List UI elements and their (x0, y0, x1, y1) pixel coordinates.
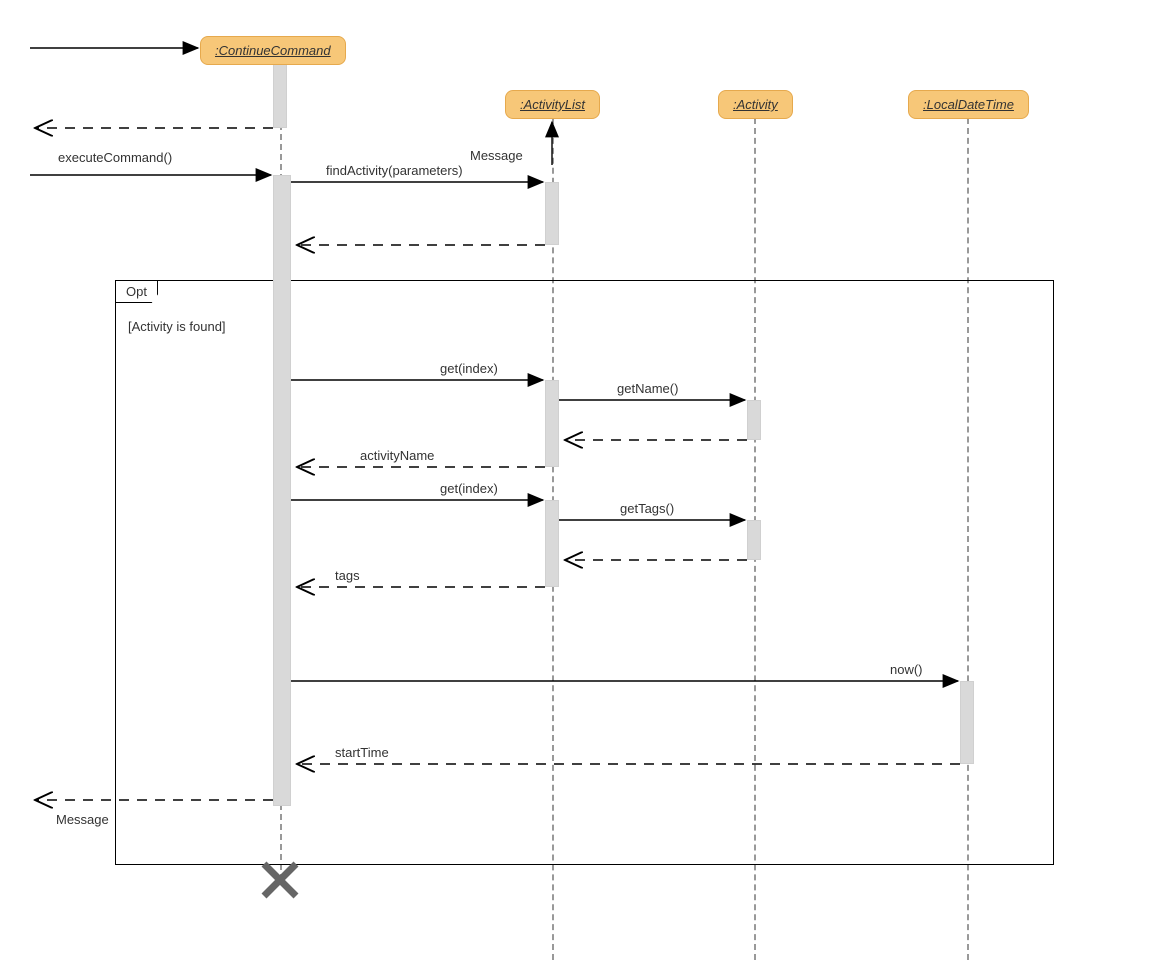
activation-ldt-now (960, 681, 974, 764)
opt-label: Opt (116, 281, 158, 303)
label-tags: tags (335, 568, 360, 583)
participant-activitylist-label: :ActivityList (520, 97, 585, 112)
label-starttime: startTime (335, 745, 389, 760)
label-message-found: Message (470, 148, 523, 163)
label-findactivity: findActivity(parameters) (326, 163, 463, 178)
activation-al-get1 (545, 380, 559, 467)
opt-guard-text: [Activity is found] (128, 319, 226, 334)
participant-localdatetime-label: :LocalDateTime (923, 97, 1014, 112)
activation-cc-2 (273, 175, 291, 806)
activation-cc-1 (273, 64, 287, 128)
activation-al-get2 (545, 500, 559, 587)
participant-continuecommand-label: :ContinueCommand (215, 43, 331, 58)
activation-act-name (747, 400, 761, 440)
activation-al-find (545, 182, 559, 245)
label-getname: getName() (617, 381, 678, 396)
opt-guard: [Activity is found] (128, 319, 226, 334)
participant-activity: :Activity (718, 90, 793, 119)
label-gettags: getTags() (620, 501, 674, 516)
label-now: now() (890, 662, 923, 677)
label-activityname: activityName (360, 448, 434, 463)
participant-localdatetime: :LocalDateTime (908, 90, 1029, 119)
participant-activity-label: :Activity (733, 97, 778, 112)
label-getindex1: get(index) (440, 361, 498, 376)
opt-fragment: Opt [Activity is found] (115, 280, 1054, 865)
label-getindex2: get(index) (440, 481, 498, 496)
activation-act-tags (747, 520, 761, 560)
label-executecommand: executeCommand() (58, 150, 172, 165)
sequence-diagram: Opt [Activity is found] :ContinueCommand… (0, 0, 1165, 971)
participant-activitylist: :ActivityList (505, 90, 600, 119)
participant-continuecommand: :ContinueCommand (200, 36, 346, 65)
opt-label-text: Opt (126, 284, 147, 299)
label-finalmessage: Message (56, 812, 109, 827)
